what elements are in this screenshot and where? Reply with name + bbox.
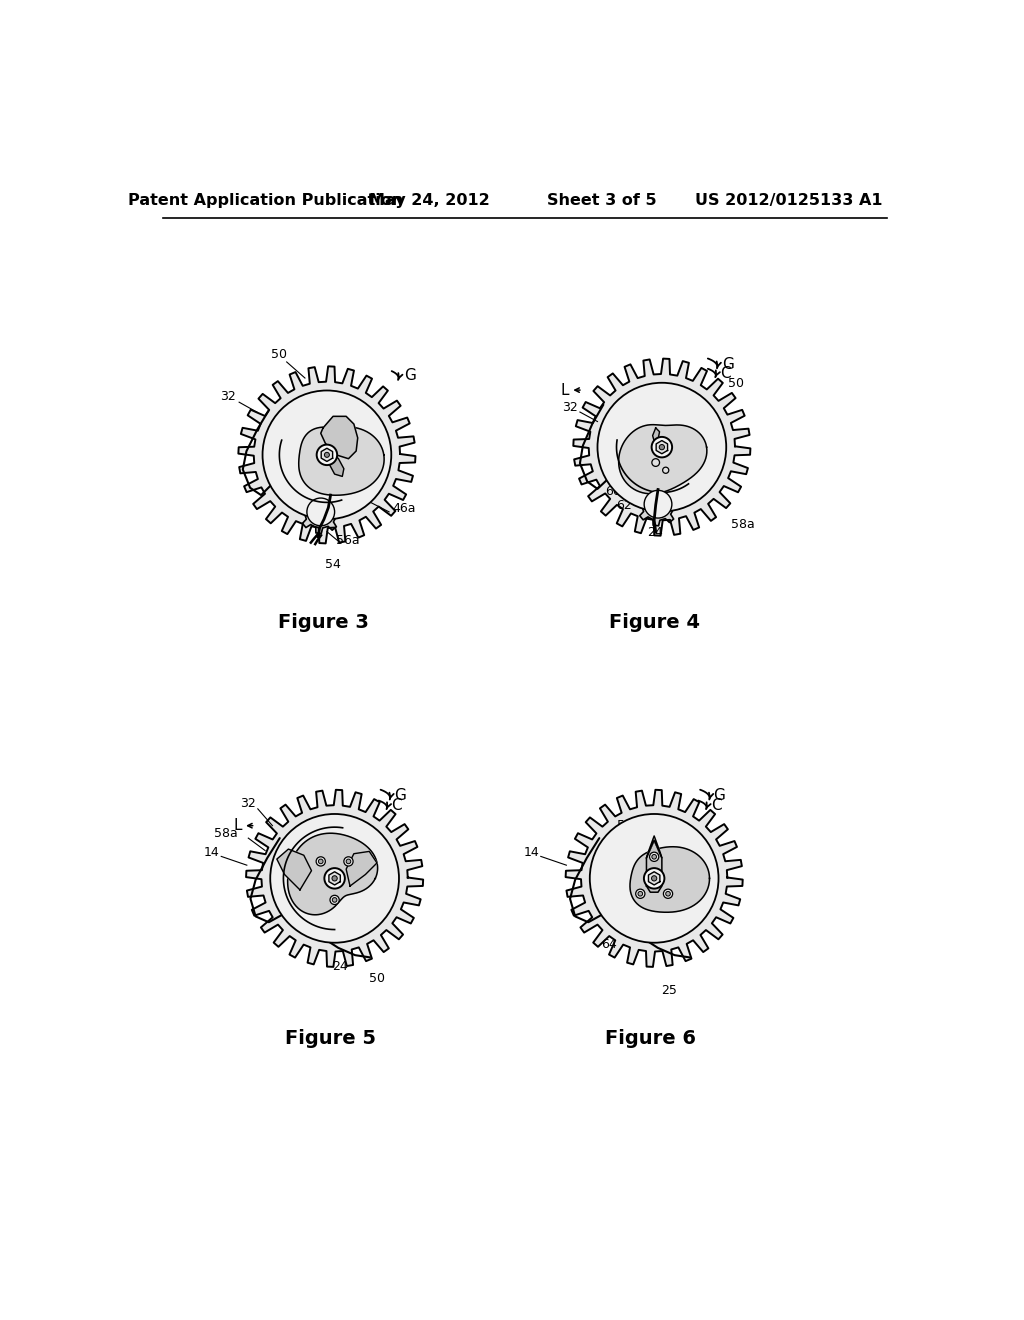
Circle shape	[316, 445, 337, 465]
Circle shape	[636, 890, 645, 899]
Circle shape	[649, 853, 658, 862]
Polygon shape	[637, 483, 680, 525]
Text: 54: 54	[325, 558, 341, 572]
Text: Figure 3: Figure 3	[278, 612, 369, 632]
Circle shape	[325, 869, 345, 888]
Text: 32: 32	[562, 400, 579, 413]
Circle shape	[590, 814, 719, 942]
Polygon shape	[322, 449, 333, 462]
Circle shape	[325, 453, 330, 457]
Circle shape	[344, 857, 353, 866]
Circle shape	[330, 895, 339, 904]
Polygon shape	[646, 841, 662, 892]
Polygon shape	[288, 833, 378, 915]
Text: 58a: 58a	[616, 818, 640, 832]
Text: May 24, 2012: May 24, 2012	[369, 193, 489, 209]
Polygon shape	[330, 451, 344, 477]
Text: 64: 64	[601, 937, 616, 950]
Text: G: G	[722, 356, 734, 372]
Circle shape	[316, 857, 326, 866]
Text: C: C	[391, 797, 402, 813]
Circle shape	[333, 898, 337, 903]
Circle shape	[332, 875, 337, 880]
Circle shape	[644, 869, 665, 888]
Polygon shape	[276, 849, 311, 890]
Text: 46a: 46a	[393, 502, 416, 515]
Text: G: G	[403, 368, 416, 383]
Text: 62: 62	[616, 499, 632, 512]
Text: 58a: 58a	[731, 517, 755, 531]
Polygon shape	[646, 836, 662, 858]
Text: Figure 4: Figure 4	[609, 612, 700, 632]
Circle shape	[270, 814, 399, 942]
Circle shape	[638, 891, 643, 896]
Text: 14: 14	[523, 846, 540, 859]
Text: 14: 14	[204, 846, 219, 859]
Polygon shape	[630, 846, 710, 912]
Text: C: C	[720, 367, 731, 381]
Polygon shape	[329, 871, 340, 884]
Text: US 2012/0125133 A1: US 2012/0125133 A1	[695, 193, 883, 209]
Circle shape	[664, 890, 673, 899]
Text: 32: 32	[220, 389, 237, 403]
Text: 24: 24	[333, 960, 348, 973]
Text: Sheet 3 of 5: Sheet 3 of 5	[547, 193, 656, 209]
Circle shape	[644, 490, 672, 517]
Circle shape	[318, 859, 323, 863]
Text: 25: 25	[660, 983, 677, 997]
Circle shape	[651, 437, 672, 458]
Circle shape	[659, 445, 665, 450]
Text: Figure 5: Figure 5	[286, 1028, 377, 1048]
Text: Patent Application Publication: Patent Application Publication	[128, 193, 402, 209]
Circle shape	[666, 891, 671, 896]
Polygon shape	[652, 428, 659, 441]
Circle shape	[652, 458, 659, 466]
Text: 50: 50	[369, 973, 385, 985]
Circle shape	[652, 854, 656, 859]
Text: G: G	[714, 788, 725, 803]
Polygon shape	[346, 851, 377, 886]
Text: L: L	[561, 383, 569, 397]
Text: L: L	[233, 818, 242, 833]
Polygon shape	[239, 367, 416, 544]
Polygon shape	[565, 789, 742, 966]
Text: 56a: 56a	[336, 535, 359, 546]
Polygon shape	[573, 359, 751, 536]
Polygon shape	[299, 490, 342, 533]
Circle shape	[262, 391, 391, 519]
Text: 58a: 58a	[214, 828, 238, 841]
Circle shape	[651, 875, 656, 880]
Polygon shape	[246, 789, 423, 966]
Text: 24: 24	[647, 527, 663, 540]
Text: 50: 50	[271, 348, 288, 362]
Circle shape	[597, 383, 726, 512]
Text: 32: 32	[241, 797, 256, 809]
Text: C: C	[711, 797, 722, 813]
Circle shape	[663, 467, 669, 474]
Polygon shape	[618, 425, 707, 494]
Circle shape	[346, 859, 351, 863]
Polygon shape	[299, 426, 384, 495]
Text: 50: 50	[728, 378, 743, 391]
Text: Figure 6: Figure 6	[605, 1028, 696, 1048]
Text: G: G	[394, 788, 406, 803]
Polygon shape	[321, 416, 357, 459]
Text: 60a: 60a	[605, 484, 629, 498]
Circle shape	[307, 498, 335, 525]
Polygon shape	[648, 871, 659, 884]
Polygon shape	[656, 441, 668, 454]
